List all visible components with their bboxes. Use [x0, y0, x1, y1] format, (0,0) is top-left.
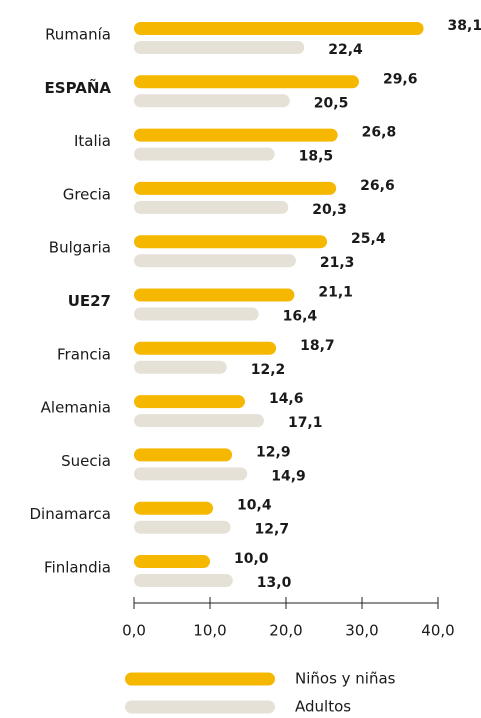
bar: [134, 254, 296, 268]
category-label: Suecia: [61, 452, 111, 470]
category-label: Grecia: [63, 185, 111, 203]
x-tick-label: 0,0: [122, 622, 146, 640]
bar: [134, 41, 305, 54]
bar: [134, 75, 359, 89]
bar: [134, 414, 264, 428]
x-tick-label: 30,0: [345, 622, 378, 640]
legend-label: Adultos: [295, 698, 351, 716]
bar: [134, 448, 233, 462]
legend-swatch: [125, 672, 275, 686]
bar: [134, 307, 259, 321]
value-label: 26,8: [362, 125, 397, 141]
category-label: Bulgaria: [49, 239, 111, 257]
value-label: 14,9: [271, 468, 306, 484]
bar: [134, 501, 214, 515]
value-label: 21,1: [318, 285, 353, 301]
category-label: UE27: [68, 292, 111, 310]
bar: [134, 181, 337, 195]
bar: [134, 520, 231, 534]
value-label: 16,4: [283, 309, 318, 325]
value-label: 26,6: [360, 178, 395, 194]
category-label: Rumanía: [45, 26, 111, 44]
value-label: 18,7: [300, 338, 335, 354]
bar: [134, 341, 277, 355]
value-label: 20,3: [312, 202, 347, 218]
category-label: Italia: [74, 132, 111, 150]
category-label: Francia: [57, 345, 111, 363]
value-label: 10,4: [237, 498, 272, 514]
category-label: Alemania: [41, 399, 111, 417]
bar: [134, 467, 248, 481]
value-label: 22,4: [328, 42, 363, 58]
x-tick-label: 20,0: [269, 622, 302, 640]
value-label: 21,3: [320, 255, 355, 271]
value-label: 25,4: [351, 231, 386, 247]
value-label: 29,6: [383, 71, 418, 87]
category-label: Dinamarca: [30, 505, 112, 523]
value-label: 17,1: [288, 415, 323, 431]
bar: [134, 22, 424, 35]
category-label: ESPAÑA: [45, 78, 112, 97]
category-label: Finlandia: [44, 559, 111, 577]
bar: [134, 235, 328, 249]
bar: [134, 574, 233, 587]
value-label: 10,0: [234, 551, 269, 567]
bar: [134, 555, 210, 568]
legend-label: Niños y niñas: [295, 670, 396, 688]
value-label: 13,0: [257, 575, 292, 591]
bar: [134, 200, 289, 214]
bar: [134, 288, 295, 302]
value-label: 38,1: [448, 18, 481, 34]
bar: [134, 360, 227, 374]
x-tick-label: 40,0: [421, 622, 454, 640]
bar: [134, 147, 275, 161]
value-label: 12,7: [255, 522, 290, 538]
bar: [134, 94, 290, 108]
bar: [134, 395, 245, 409]
bar: [134, 128, 338, 142]
x-tick-label: 10,0: [193, 622, 226, 640]
legend-swatch: [125, 700, 275, 714]
value-label: 20,5: [314, 95, 349, 111]
value-label: 18,5: [299, 149, 334, 165]
value-label: 12,2: [251, 362, 286, 378]
value-label: 12,9: [256, 444, 291, 460]
value-label: 14,6: [269, 391, 304, 407]
